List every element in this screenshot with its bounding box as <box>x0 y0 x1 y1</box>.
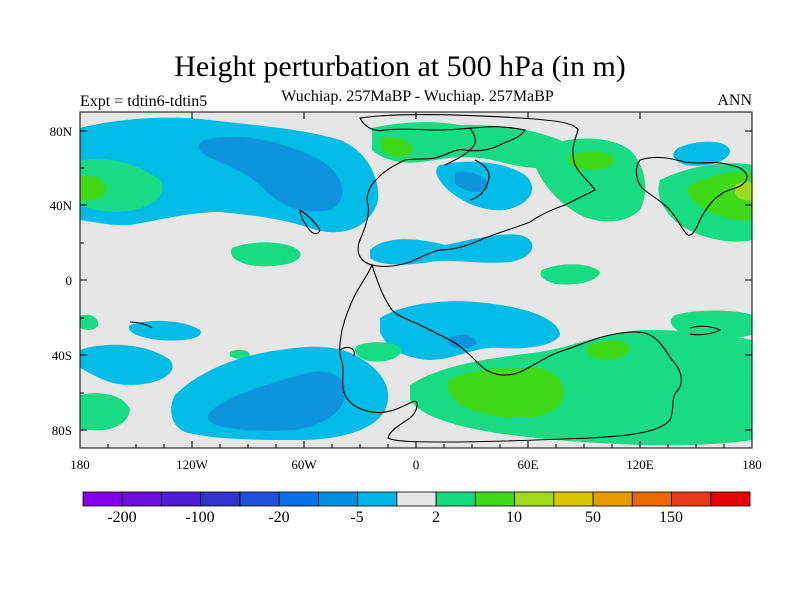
colorbar-swatch <box>474 491 515 507</box>
minor-ticks <box>80 167 725 448</box>
colorbar-swatch <box>631 491 672 507</box>
x-tick-label: 60E <box>518 457 539 472</box>
region-s-america-darkblue <box>207 371 346 431</box>
plot-subtitle: Wuchiap. 257MaBP - Wuchiap. 257MaBP <box>281 88 554 105</box>
colorbar-swatch <box>592 491 633 507</box>
region-s-indian-green-inner <box>447 366 564 418</box>
experiment-label: Expt = tdtin6-tdtin5 <box>80 93 208 110</box>
colorbar-swatch <box>161 491 202 507</box>
y-tick-label: 40S <box>52 348 72 363</box>
region-n-pacific-darkblue <box>198 136 343 212</box>
colorbar-label: -20 <box>268 509 289 526</box>
colorbar-swatch <box>435 491 476 507</box>
region-s-east-green <box>670 310 752 339</box>
region-eq-pacific-green <box>230 242 301 267</box>
colorbar-label: -5 <box>350 509 363 526</box>
colorbar-label: 150 <box>659 509 683 526</box>
colorbar <box>82 491 751 507</box>
colorbar-label: 2 <box>432 509 440 526</box>
region-sw-green <box>80 314 99 330</box>
region-n-atlantic-green-inner <box>380 137 413 158</box>
region-siberia-green-inner <box>567 150 615 170</box>
region-se-corner-green <box>745 398 752 416</box>
region-eq-indian-green <box>540 264 600 285</box>
x-tick-label: 120W <box>176 457 209 472</box>
region-s-pacific-blue-2 <box>129 320 201 341</box>
region-ne-blue <box>673 141 730 166</box>
colorbar-swatch <box>396 491 437 507</box>
region-nw-green-inner <box>80 175 107 201</box>
colorbar-label: 10 <box>506 509 522 526</box>
region-sw-corner-green <box>80 393 130 431</box>
x-tick-label: 180 <box>742 457 762 472</box>
region-s-pacific-blue <box>80 344 173 385</box>
season-label: ANN <box>717 92 752 109</box>
colorbar-label: 50 <box>585 509 601 526</box>
x-tick-label: 60W <box>291 457 317 472</box>
x-tick-label: 120E <box>626 457 654 472</box>
colorbar-swatch <box>710 491 751 507</box>
colorbar-swatch <box>82 491 123 507</box>
region-s-green-left <box>354 342 402 362</box>
colorbar-label: -100 <box>185 509 214 526</box>
y-tick-label: 0 <box>66 273 73 288</box>
colorbar-swatch <box>121 491 162 507</box>
colorbar-labels: -200 -100 -20 -5 2 10 50 150 <box>107 509 683 526</box>
colorbar-swatch <box>514 491 555 507</box>
region-ne-green-inner <box>687 171 752 221</box>
region-s-indian-green-inner-2 <box>586 340 630 360</box>
region-s-indian-green <box>410 330 752 446</box>
region-s-atlantic-darkblue <box>448 335 477 349</box>
colorbar-swatch <box>318 491 359 507</box>
region-s-atlantic-blue <box>380 301 560 360</box>
x-tick-label: 0 <box>413 457 420 472</box>
region-s-green-small <box>230 349 250 359</box>
plot-title: Height perturbation at 500 hPa (in m) <box>174 50 626 83</box>
colorbar-label: -200 <box>107 509 136 526</box>
colorbar-swatch <box>671 491 712 507</box>
region-nw-green <box>80 158 163 212</box>
colorbar-swatch <box>239 491 280 507</box>
y-tick-label: 40N <box>50 198 73 213</box>
region-siberia-green <box>534 138 646 222</box>
y-tick-label: 80N <box>50 124 73 139</box>
x-tick-label: 180 <box>70 457 90 472</box>
colorbar-swatch <box>278 491 319 507</box>
y-tick-label: 80S <box>52 423 72 438</box>
colorbar-swatch <box>200 491 241 507</box>
colorbar-swatch <box>357 491 398 507</box>
height-field <box>80 112 752 448</box>
colorbar-swatch <box>553 491 594 507</box>
coastlines <box>129 114 748 443</box>
axis-ticks <box>79 112 753 448</box>
region-europe-darkblue <box>455 171 489 192</box>
